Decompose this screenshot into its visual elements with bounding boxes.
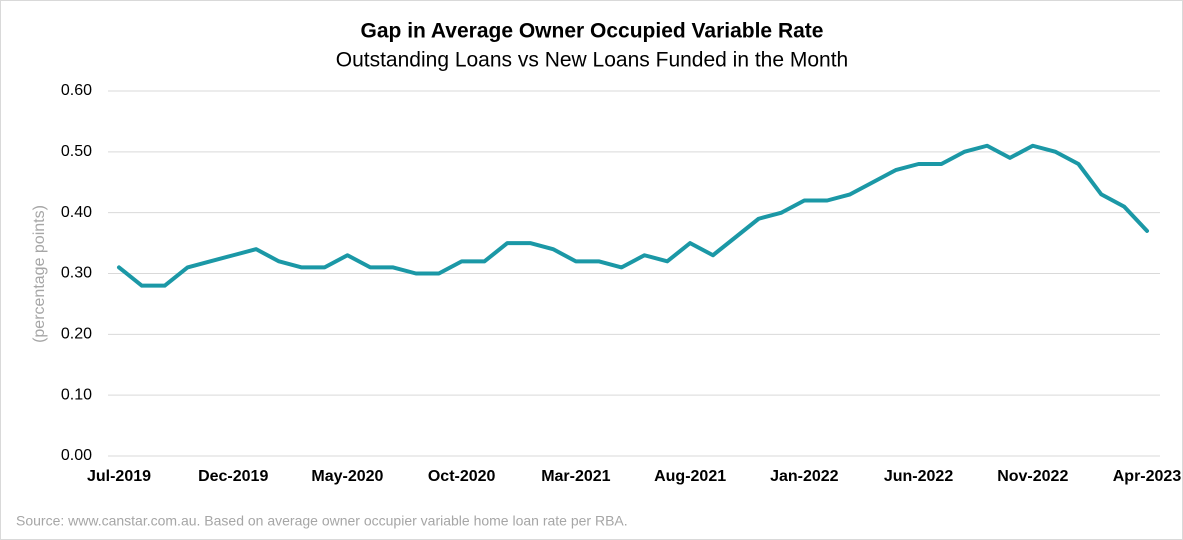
x-tick-label: May-2020 bbox=[311, 468, 383, 485]
x-tick-label: Apr-2023 bbox=[1113, 468, 1182, 485]
y-tick-label: 0.10 bbox=[61, 386, 92, 403]
x-tick-label: Oct-2020 bbox=[428, 468, 496, 485]
y-tick-label: 0.00 bbox=[61, 447, 92, 464]
y-tick-label: 0.20 bbox=[61, 326, 92, 343]
source-note: Source: www.canstar.com.au. Based on ave… bbox=[16, 513, 628, 529]
y-tick-label: 0.50 bbox=[61, 143, 92, 160]
x-tick-label: Dec-2019 bbox=[198, 468, 268, 485]
x-tick-label: Nov-2022 bbox=[997, 468, 1068, 485]
x-tick-label: Jul-2019 bbox=[87, 468, 151, 485]
y-tick-label: 0.40 bbox=[61, 204, 92, 221]
y-tick-label: 0.60 bbox=[61, 82, 92, 99]
x-tick-label: Aug-2021 bbox=[654, 468, 726, 485]
x-tick-label: Mar-2021 bbox=[541, 468, 610, 485]
x-tick-label: Jun-2022 bbox=[884, 468, 953, 485]
chart-title: Gap in Average Owner Occupied Variable R… bbox=[361, 20, 824, 43]
y-axis-label: (percentage points) bbox=[31, 205, 48, 343]
data-line bbox=[117, 143, 1149, 288]
y-tick-label: 0.30 bbox=[61, 265, 92, 282]
x-tick-label: Jan-2022 bbox=[770, 468, 839, 485]
chart-subtitle: Outstanding Loans vs New Loans Funded in… bbox=[336, 49, 849, 72]
